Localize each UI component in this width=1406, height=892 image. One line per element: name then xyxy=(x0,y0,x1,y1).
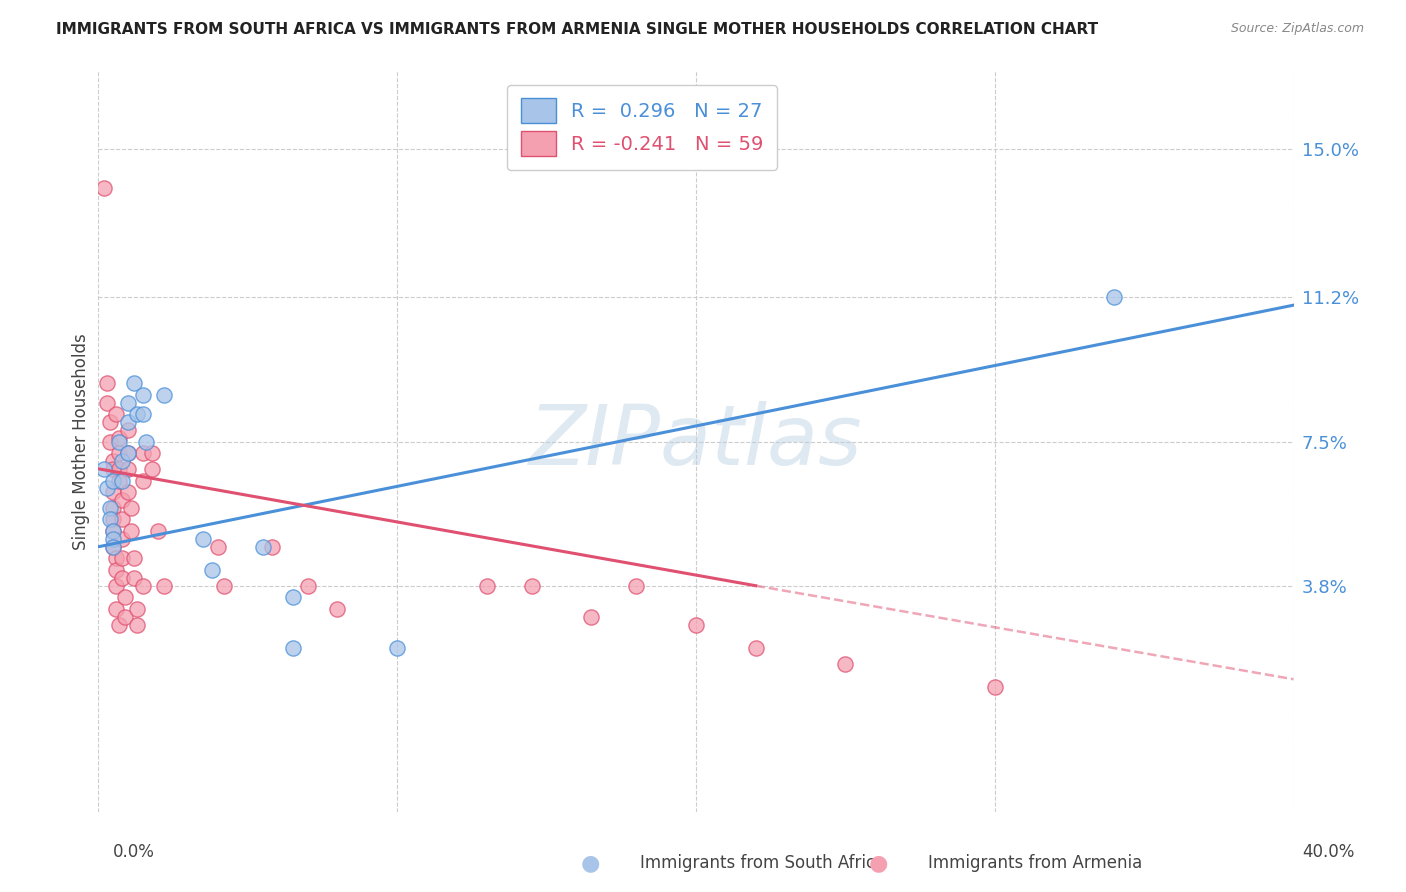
Point xyxy=(108,462,131,476)
Point xyxy=(124,571,146,585)
Point xyxy=(124,376,146,390)
Point xyxy=(685,617,707,632)
Text: ●: ● xyxy=(581,854,600,873)
Point xyxy=(103,524,125,538)
Point xyxy=(105,551,128,566)
Point xyxy=(132,446,155,460)
Point xyxy=(117,415,139,429)
Point xyxy=(103,512,125,526)
Point xyxy=(148,524,170,538)
Point xyxy=(103,485,125,500)
Point xyxy=(1104,290,1126,304)
Point xyxy=(475,579,498,593)
Point xyxy=(103,540,125,554)
Point xyxy=(103,454,125,468)
Text: Source: ZipAtlas.com: Source: ZipAtlas.com xyxy=(1230,22,1364,36)
Point xyxy=(117,485,139,500)
Point xyxy=(105,407,128,421)
Point xyxy=(111,571,134,585)
Point xyxy=(111,551,134,566)
Text: ZIPatlas: ZIPatlas xyxy=(529,401,863,482)
Text: IMMIGRANTS FROM SOUTH AFRICA VS IMMIGRANTS FROM ARMENIA SINGLE MOTHER HOUSEHOLDS: IMMIGRANTS FROM SOUTH AFRICA VS IMMIGRAN… xyxy=(56,22,1098,37)
Point xyxy=(105,602,128,616)
Point xyxy=(581,610,603,624)
Point xyxy=(326,602,349,616)
Point xyxy=(626,579,648,593)
Point xyxy=(111,454,134,468)
Point xyxy=(117,446,139,460)
Point xyxy=(98,415,122,429)
Point xyxy=(108,446,131,460)
Point xyxy=(96,481,118,495)
Point xyxy=(141,446,163,460)
Point xyxy=(117,423,139,437)
Point xyxy=(124,551,146,566)
Point xyxy=(834,657,856,671)
Point xyxy=(132,407,155,421)
Point xyxy=(120,524,142,538)
Point xyxy=(127,407,149,421)
Point xyxy=(114,591,136,605)
Point xyxy=(260,540,283,554)
Point xyxy=(132,388,155,402)
Point xyxy=(105,563,128,577)
Point xyxy=(108,617,131,632)
Point xyxy=(108,431,131,445)
Point xyxy=(745,641,768,656)
Text: Immigrants from South Africa: Immigrants from South Africa xyxy=(640,855,884,872)
Point xyxy=(281,641,304,656)
Point xyxy=(111,532,134,546)
Point xyxy=(108,434,131,449)
Point xyxy=(93,462,115,476)
Point xyxy=(201,563,224,577)
Point xyxy=(127,617,149,632)
Point xyxy=(297,579,319,593)
Point xyxy=(98,434,122,449)
Point xyxy=(212,579,235,593)
Text: 0.0%: 0.0% xyxy=(112,843,155,861)
Point xyxy=(111,493,134,508)
Point xyxy=(98,512,122,526)
Point xyxy=(108,474,131,488)
Point xyxy=(520,579,543,593)
Point xyxy=(385,641,409,656)
Point xyxy=(111,474,134,488)
Point xyxy=(207,540,229,554)
Point xyxy=(252,540,274,554)
Point xyxy=(117,446,139,460)
Text: 40.0%: 40.0% xyxy=(1302,843,1355,861)
Text: ●: ● xyxy=(869,854,889,873)
Point xyxy=(96,395,118,409)
Point xyxy=(103,532,125,546)
Point xyxy=(117,395,139,409)
Point xyxy=(103,540,125,554)
Point xyxy=(103,474,125,488)
Point xyxy=(191,532,214,546)
Point xyxy=(141,462,163,476)
Point xyxy=(114,610,136,624)
Point xyxy=(135,434,157,449)
Point xyxy=(132,474,155,488)
Point xyxy=(132,579,155,593)
Point xyxy=(984,680,1007,694)
Point xyxy=(153,388,176,402)
Legend: R =  0.296   N = 27, R = -0.241   N = 59: R = 0.296 N = 27, R = -0.241 N = 59 xyxy=(508,85,778,169)
Point xyxy=(96,376,118,390)
Point xyxy=(111,512,134,526)
Point xyxy=(98,500,122,515)
Point xyxy=(103,500,125,515)
Point xyxy=(117,462,139,476)
Text: Immigrants from Armenia: Immigrants from Armenia xyxy=(928,855,1142,872)
Point xyxy=(127,602,149,616)
Point xyxy=(120,500,142,515)
Point xyxy=(93,181,115,195)
Point xyxy=(153,579,176,593)
Point xyxy=(281,591,304,605)
Point xyxy=(103,524,125,538)
Point xyxy=(103,462,125,476)
Y-axis label: Single Mother Households: Single Mother Households xyxy=(72,334,90,549)
Point xyxy=(105,579,128,593)
